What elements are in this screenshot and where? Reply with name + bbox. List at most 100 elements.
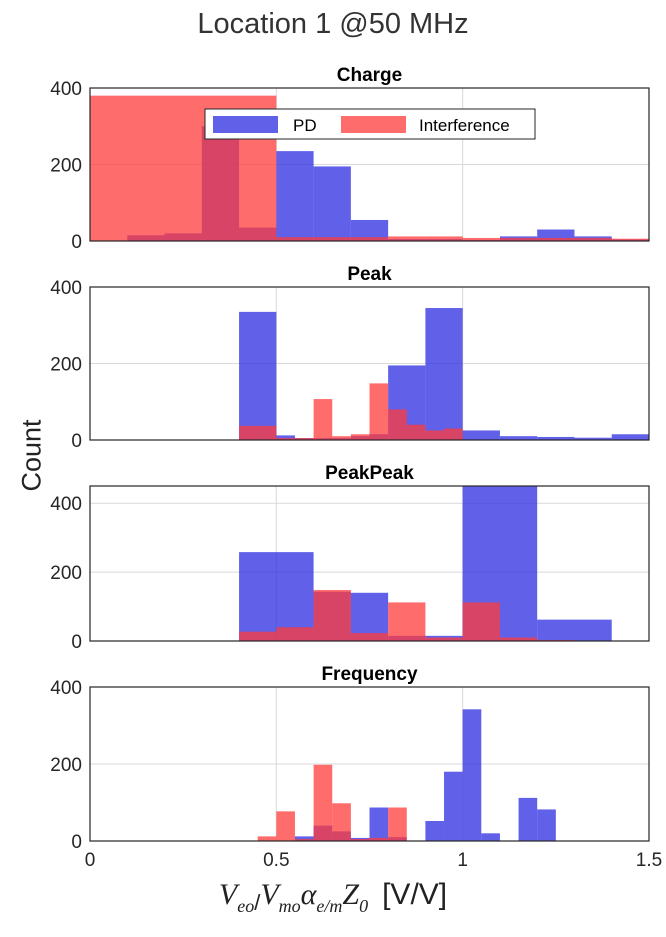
y-tick-label: 200 bbox=[50, 156, 82, 177]
bar-interference bbox=[239, 631, 277, 641]
axes-box bbox=[89, 286, 650, 441]
bar-interference bbox=[276, 627, 314, 641]
panel-title: PeakPeak bbox=[325, 463, 414, 484]
bar-pd bbox=[537, 619, 612, 641]
y-tick-label: 0 bbox=[71, 832, 82, 853]
legend-swatch-pd bbox=[213, 116, 278, 133]
x-tick-label: 0.5 bbox=[263, 850, 289, 871]
x-label-v-numerator: V bbox=[218, 878, 238, 911]
bar-pd bbox=[611, 434, 649, 440]
y-tick-label: 400 bbox=[50, 278, 82, 299]
bar-pd bbox=[369, 807, 389, 841]
bar-pd bbox=[350, 219, 389, 241]
bar-interference bbox=[388, 807, 407, 841]
bar-interference bbox=[611, 238, 649, 241]
x-label-alpha: α bbox=[300, 878, 317, 911]
bar-pd bbox=[425, 820, 445, 841]
bar-interference bbox=[369, 837, 389, 841]
y-tick-label: 0 bbox=[71, 632, 82, 653]
bar-interference bbox=[574, 237, 612, 241]
bar-interference bbox=[294, 438, 314, 440]
x-label-eo: eo bbox=[237, 896, 255, 916]
figure-title: Location 1 @50 MHz bbox=[197, 8, 469, 40]
bar-interference bbox=[313, 399, 333, 440]
x-tick-label: 0 bbox=[85, 850, 96, 871]
y-tick-label: 0 bbox=[71, 431, 82, 452]
bar-interference bbox=[350, 839, 370, 841]
x-axis-label: Veo/Vmoαe/mZ0 [V/V] bbox=[0, 878, 666, 917]
legend-swatch-interference bbox=[341, 116, 406, 133]
x-label-esub: e/m bbox=[316, 896, 343, 916]
axes-box bbox=[89, 87, 650, 242]
bar-pd bbox=[294, 836, 314, 841]
bar-pd bbox=[462, 709, 482, 841]
x-label-unit: [V/V] bbox=[382, 878, 448, 911]
x-tick-label: 1.5 bbox=[636, 850, 662, 871]
bar-pd bbox=[239, 311, 277, 440]
bar-pd bbox=[276, 435, 295, 440]
x-label-z: Z bbox=[342, 878, 360, 911]
bar-interference bbox=[537, 237, 575, 241]
bar-pd bbox=[518, 797, 538, 841]
bar-interference bbox=[294, 839, 314, 841]
bar-interference bbox=[350, 633, 389, 641]
bar-interference bbox=[350, 434, 370, 440]
bar-interference bbox=[499, 637, 538, 641]
legend-label-interference: Interference bbox=[419, 116, 510, 135]
x-tick-label: 1 bbox=[457, 850, 468, 871]
bar-pd bbox=[537, 809, 556, 841]
bar-pd bbox=[444, 771, 463, 841]
y-tick-label: 200 bbox=[50, 355, 82, 376]
bar-interference bbox=[425, 236, 463, 241]
x-label-zero: 0 bbox=[359, 896, 369, 916]
bar-interference bbox=[257, 425, 277, 440]
bar-interference bbox=[444, 428, 463, 440]
bar-interference bbox=[369, 383, 389, 440]
x-label-slash: / bbox=[254, 890, 261, 915]
axes-box bbox=[89, 686, 650, 842]
bar-pd bbox=[239, 552, 314, 641]
bar-pd bbox=[276, 151, 314, 241]
panel-title: Frequency bbox=[321, 664, 418, 685]
y-tick-label: 200 bbox=[50, 755, 82, 776]
y-tick-label: 400 bbox=[50, 79, 82, 100]
bar-interference bbox=[499, 237, 538, 241]
panel-title: Charge bbox=[337, 65, 402, 86]
bar-interference bbox=[239, 425, 258, 440]
bar-pd bbox=[537, 229, 575, 241]
bar-interference bbox=[350, 237, 389, 241]
bar-interference bbox=[313, 764, 333, 841]
bar-pd bbox=[574, 437, 612, 440]
y-tick-label: 400 bbox=[50, 494, 82, 515]
bar-interference bbox=[276, 438, 295, 440]
bar-interference bbox=[313, 237, 351, 241]
bar-interference bbox=[388, 236, 426, 241]
bar-interference bbox=[332, 803, 351, 841]
bar-interference bbox=[388, 602, 426, 641]
bar-pd bbox=[537, 436, 575, 440]
axes-box bbox=[89, 485, 650, 642]
bar-pd bbox=[350, 592, 389, 641]
bar-interference bbox=[388, 409, 407, 440]
bar-interference bbox=[406, 424, 426, 440]
bar-interference bbox=[276, 811, 295, 841]
bar-interference bbox=[257, 836, 277, 841]
bar-interference bbox=[425, 430, 445, 440]
x-label-v-denominator: V bbox=[260, 878, 279, 911]
y-tick-label: 0 bbox=[71, 232, 82, 253]
y-tick-label: 400 bbox=[50, 678, 82, 699]
bar-interference bbox=[332, 436, 351, 440]
bar-pd bbox=[425, 308, 463, 440]
panel-title: Peak bbox=[347, 264, 392, 285]
bar-interference bbox=[276, 237, 314, 241]
y-tick-label: 200 bbox=[50, 563, 82, 584]
bar-interference bbox=[425, 637, 463, 641]
x-label-mo: mo bbox=[278, 896, 301, 916]
bar-interference bbox=[462, 602, 500, 641]
legend-label-pd: PD bbox=[293, 116, 317, 135]
bar-pd bbox=[481, 833, 500, 841]
bar-pd bbox=[499, 436, 538, 440]
bar-interference bbox=[313, 590, 351, 641]
